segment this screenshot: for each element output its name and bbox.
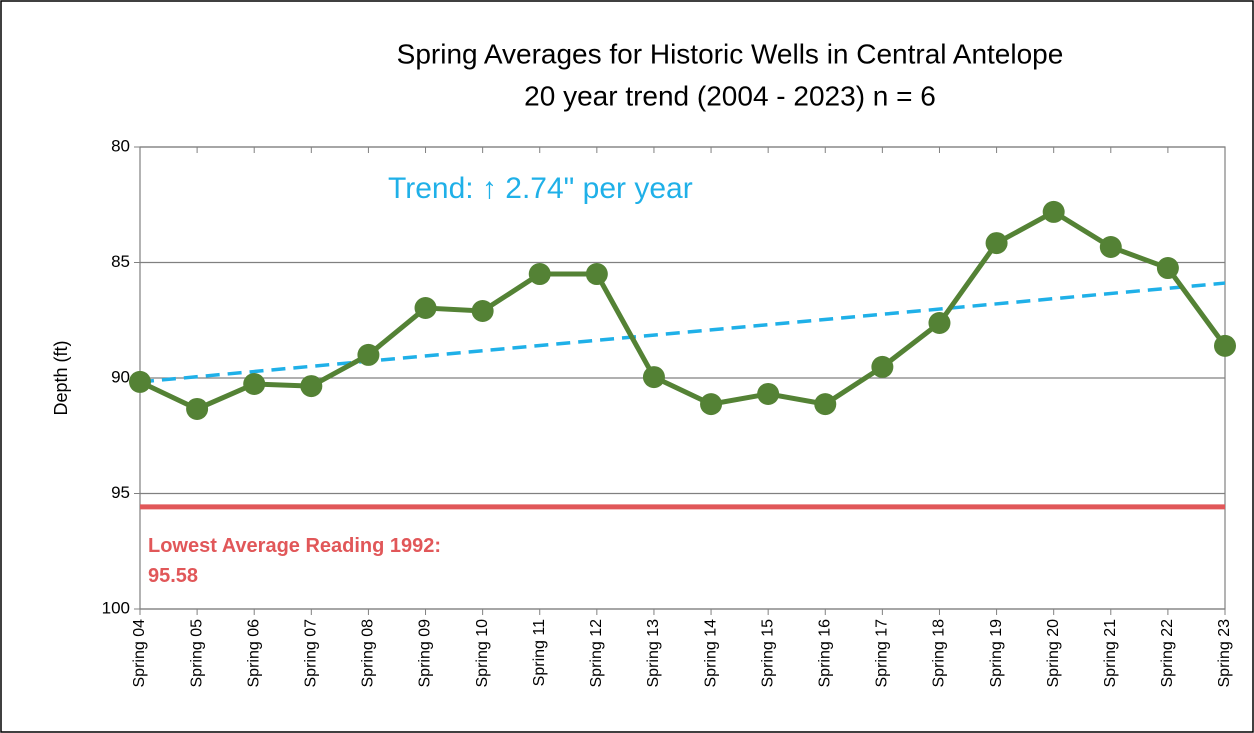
y-axis-title: Depth (ft)	[51, 340, 71, 415]
data-point	[186, 397, 209, 420]
x-tick-label: Spring 21	[1102, 619, 1119, 688]
data-point	[985, 232, 1008, 255]
x-tick-label: Spring 04	[131, 619, 148, 688]
x-tick-label: Spring 15	[759, 619, 776, 688]
data-point	[1099, 236, 1122, 259]
y-tick-label: 100	[102, 598, 130, 617]
data-point	[243, 373, 266, 396]
x-tick-label: Spring 16	[816, 619, 833, 688]
data-point	[129, 370, 151, 393]
chart-subtitle: 20 year trend (2004 - 2023) n = 6	[524, 80, 936, 111]
data-point	[300, 375, 323, 398]
data-point	[700, 393, 723, 416]
x-tick-label: Spring 10	[474, 619, 491, 688]
x-tick-label: Spring 17	[874, 619, 891, 688]
data-point	[928, 312, 951, 335]
x-tick-label: Spring 08	[360, 619, 377, 688]
x-tick-label: Spring 05	[188, 619, 205, 688]
data-point	[585, 263, 608, 286]
x-tick-label: Spring 13	[645, 619, 662, 688]
data-point	[1156, 257, 1179, 280]
data-point	[471, 300, 494, 323]
x-tick-label: Spring 14	[702, 619, 719, 688]
x-tick-label: Spring 12	[588, 619, 605, 688]
data-point	[414, 297, 437, 320]
y-tick-label: 85	[111, 252, 130, 271]
x-tick-label: Spring 20	[1045, 619, 1062, 688]
data-point	[528, 263, 551, 286]
y-tick-label: 95	[111, 483, 130, 502]
trend-label: Trend: ↑ 2.74" per year	[388, 172, 693, 205]
data-point	[642, 366, 665, 389]
x-tick-label: Spring 09	[417, 619, 434, 688]
y-tick-label: 80	[111, 136, 130, 155]
data-point	[814, 393, 837, 416]
chart-title: Spring Averages for Historic Wells in Ce…	[397, 38, 1064, 69]
reference-value: 95.58	[148, 565, 198, 587]
data-point	[1214, 334, 1236, 357]
x-tick-label: Spring 23	[1216, 619, 1233, 688]
trend-line	[139, 281, 1226, 384]
reference-label: Lowest Average Reading 1992:	[148, 535, 441, 557]
x-tick-label: Spring 07	[303, 619, 320, 688]
data-point	[1042, 200, 1065, 223]
x-tick-label: Spring 06	[245, 619, 262, 688]
data-point	[871, 355, 894, 378]
data-point	[757, 382, 780, 405]
x-tick-label: Spring 19	[988, 619, 1005, 688]
x-tick-label: Spring 22	[1159, 619, 1176, 688]
x-tick-label: Spring 11	[531, 619, 548, 686]
y-tick-label: 90	[111, 367, 130, 386]
data-point	[357, 343, 380, 366]
x-tick-label: Spring 18	[931, 619, 948, 688]
